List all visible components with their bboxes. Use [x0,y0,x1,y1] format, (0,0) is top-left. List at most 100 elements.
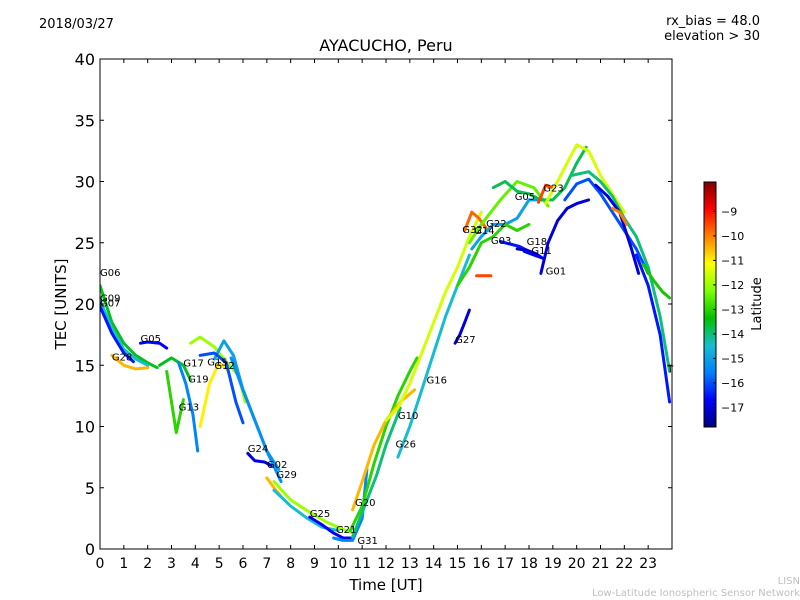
x-tick-label-13: 13 [401,556,419,572]
colorbar-tick-label-3: −12 [721,279,744,292]
series-line-7 [165,369,185,435]
series-line-34 [544,143,626,214]
x-tick-label-16: 16 [472,556,490,572]
x-tick-label-0: 0 [96,556,105,572]
colorbar-tick-label-7: −16 [721,377,744,390]
y-axis: 0 5 10 15 20 25 30 35 40 [75,50,672,559]
satellite-label-28: G05 [515,192,535,203]
x-tick-label-8: 8 [286,556,295,572]
series-line-2 [100,304,135,364]
series-line-30 [522,249,543,259]
satellite-label-20: G27 [455,335,475,346]
series-line-21 [351,406,402,539]
footer-network-name: Low-Latitude Ionospheric Sensor Network [592,588,800,599]
series-line-15 [272,480,355,535]
y-tick-label-4: 20 [75,295,95,314]
satellite-label-17: G10 [398,411,418,422]
series-line-24 [453,308,471,345]
satellite-label-14: G21 [336,525,356,536]
colorbar-tick-label-6: −15 [721,352,744,365]
y-tick-label-0: 0 [85,540,95,559]
y-tick-label-3: 15 [75,356,95,375]
x-tick-label-4: 4 [191,556,200,572]
date-label: 2018/03/27 [39,17,114,32]
series-line-11 [198,351,245,425]
satellite-label-18: G26 [396,439,416,450]
x-tick-label-18: 18 [520,556,538,572]
x-tick-label-3: 3 [167,556,176,572]
x-tick-label-11: 11 [353,556,371,572]
x-tick-label-19: 19 [544,556,562,572]
satellite-label-22: G14 [474,226,494,237]
satellite-label-26: G11 [531,246,551,257]
satellite-label-27: G01 [546,267,566,278]
satellite-label-25: G18 [527,237,547,248]
chart-title: AYACUCHO, Peru [319,36,453,55]
y-tick-label-7: 35 [75,111,95,130]
series-line-3 [110,353,150,371]
x-tick-label-6: 6 [239,556,248,572]
x-axis: 0 1 2 3 4 5 6 7 8 9 10 11 12 13 14 15 16 17 18 19 20 21 22 23 [96,59,657,572]
x-tick-label-14: 14 [425,556,443,572]
x-tick-label-20: 20 [568,556,586,572]
x-tick-label-21: 21 [592,556,610,572]
rx-bias-label: rx_bias = 48.0 [666,14,760,29]
series-line-13 [229,356,283,484]
colorbar-tick-label-4: −13 [721,303,744,316]
colorbar-label: Latitude [750,277,765,331]
series-line-37 [641,263,672,300]
satellite-label-24: G03 [491,236,511,247]
y-tick-label-8: 40 [75,50,95,69]
series-line-40 [610,206,629,226]
series-line-5 [158,356,193,382]
series-line-17 [308,515,352,540]
satellite-label-4: G05 [141,334,161,345]
y-axis-label: TEC [UNITS] [52,259,70,351]
satellite-label-9: G12 [214,361,234,372]
x-tick-label-2: 2 [143,556,152,572]
satellite-label-8: G15 [207,357,227,368]
satellite-label-19: G16 [427,376,447,387]
series-line-6 [177,361,200,453]
satellite-label-15: G31 [357,536,377,547]
colorbar-tick-label-5: −14 [721,328,744,341]
x-tick-label-10: 10 [329,556,347,572]
y-tick-label-5: 25 [75,234,95,253]
x-tick-label-1: 1 [119,556,128,572]
satellite-label-0: G06 [100,268,120,279]
x-tick-label-23: 23 [639,556,657,572]
y-tick-label-1: 5 [85,479,95,498]
series-line-35 [563,177,650,275]
series-line-27 [467,180,550,245]
series-line-0 [100,284,159,370]
x-tick-label-12: 12 [377,556,395,572]
series-line-9 [198,361,231,428]
series-line-42 [456,222,531,288]
satellite-label-29: G23 [543,183,563,194]
x-tick-label-5: 5 [215,556,224,572]
series-line-31 [539,198,591,275]
colorbar-tick-label-0: −9 [721,205,737,218]
satellite-label-5: G17 [183,358,203,369]
satellite-label-2: G07 [100,298,120,309]
satellite-label-30: T [666,365,674,376]
x-tick-label-17: 17 [496,556,514,572]
satellite-label-10: G24 [248,444,268,455]
series-line-12 [246,451,274,468]
satellite-label-21: G32 [462,225,482,236]
x-axis-label: Time [UT] [348,576,422,594]
x-tick-label-22: 22 [615,556,633,572]
plot-frame [99,58,673,550]
satellite-label-16: G20 [355,498,375,509]
colorbar: −9 −10 −11 −12 −13 −14 −15 −16 −17 [703,181,744,428]
x-tick-label-15: 15 [449,556,467,572]
colorbar-tick-label-8: −17 [721,401,744,414]
elevation-label: elevation > 30 [664,29,760,44]
satellite-label-13: G25 [310,509,330,520]
series-line-39 [634,253,672,404]
satellite-label-6: G19 [188,374,208,385]
x-tick-label-9: 9 [310,556,319,572]
series-line-23 [384,210,483,422]
satellite-label-11: G02 [267,460,287,471]
